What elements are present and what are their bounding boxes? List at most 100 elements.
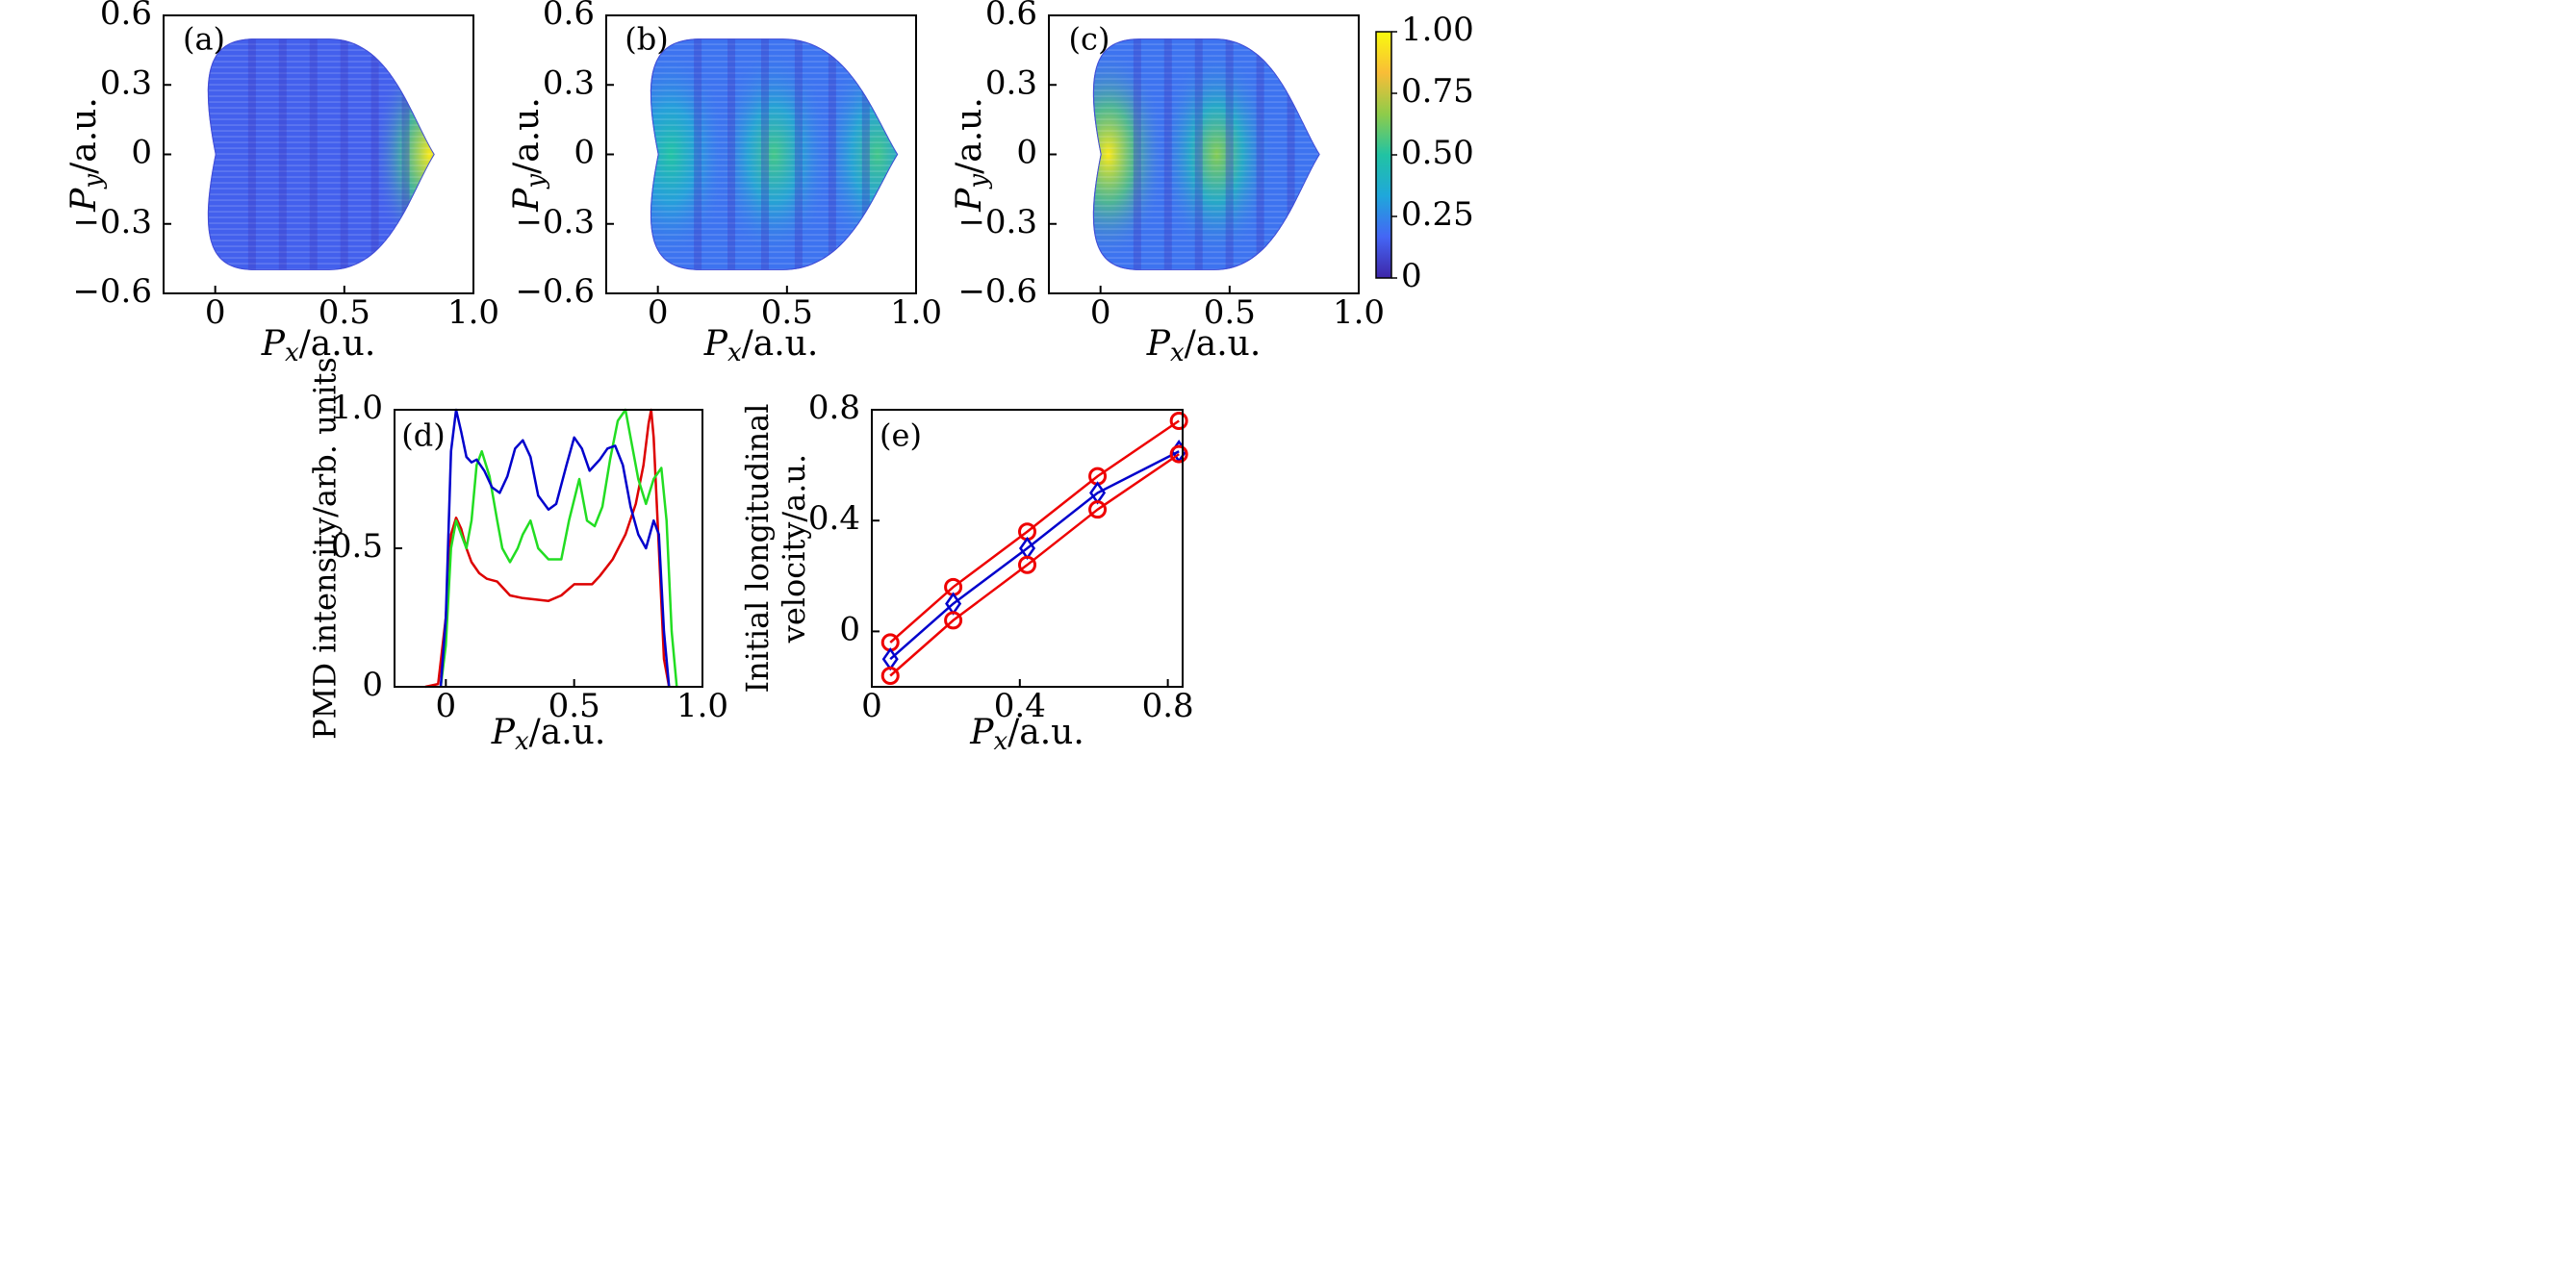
heatmap-band — [1256, 38, 1264, 270]
y-tick-label: 0.6 — [985, 0, 1037, 33]
x-tick-label: 0 — [205, 293, 226, 332]
heatmap-band — [370, 38, 379, 270]
y-axis-label: Py/a.u. — [507, 97, 550, 213]
y-tick-label: −0.6 — [515, 272, 595, 311]
y-axis-label: PMD intensity/arb. units — [307, 357, 344, 740]
heatmap-band — [828, 38, 836, 270]
heatmap-outline — [207, 38, 435, 270]
colorbar-tick-label: 0.75 — [1401, 72, 1474, 111]
heatmap-hotspot — [716, 48, 832, 261]
x-axis-label: Px/a.u. — [1146, 324, 1262, 367]
x-tick-label: 1.0 — [447, 293, 499, 332]
y-tick-label: −0.6 — [957, 272, 1037, 311]
heatmap-1 — [650, 38, 899, 270]
y-tick-label: 0.6 — [543, 0, 595, 33]
heatmap-hotspot — [371, 48, 435, 261]
heatmap-band — [760, 38, 769, 270]
y-tick-label: 0.3 — [100, 63, 152, 102]
series-line-1 — [889, 450, 1180, 661]
x-tick-label: 1.0 — [890, 293, 942, 332]
heatmap-outline — [650, 38, 899, 270]
y-axis-label: Py/a.u. — [950, 97, 993, 213]
y-tick-label: 0 — [839, 610, 860, 648]
x-tick-label: 0.5 — [1204, 293, 1256, 332]
colorbar-tick-label: 1.00 — [1401, 11, 1474, 49]
y-tick-label: −0.6 — [72, 272, 152, 311]
y-tick-label: 1.0 — [331, 389, 383, 427]
data-marker-circle — [1169, 412, 1188, 431]
y-tick-label: 0.3 — [543, 63, 595, 102]
heatmap-band — [401, 38, 410, 270]
x-tick-label: 0 — [1090, 293, 1111, 332]
x-tick-label: 0.5 — [548, 687, 600, 725]
y-tick-label: −0.3 — [957, 203, 1037, 241]
series-line-0 — [424, 408, 671, 689]
colorbar-tick-label: 0.25 — [1401, 195, 1474, 234]
y-tick-label: 0.4 — [808, 499, 860, 538]
colorbar — [1375, 31, 1392, 279]
y-tick-label: 0 — [362, 666, 383, 704]
plot-frame — [871, 409, 1184, 688]
y-tick-label: 0.5 — [331, 527, 383, 566]
x-tick-label: 0.5 — [761, 293, 813, 332]
colorbar-tick-label: 0 — [1401, 257, 1422, 295]
panel-label: (c) — [1069, 21, 1110, 58]
y-tick-label: 0 — [1016, 134, 1037, 172]
x-tick-label: 0.8 — [1142, 687, 1194, 725]
heatmap-band — [1163, 38, 1172, 270]
x-tick-label: 0 — [861, 687, 882, 725]
x-tick-label: 0 — [648, 293, 669, 332]
heatmap-0 — [207, 38, 435, 270]
data-marker-circle — [1088, 500, 1108, 519]
x-tick-label: 0.5 — [319, 293, 370, 332]
panel-label: (b) — [625, 21, 668, 58]
heatmap-band — [1194, 38, 1203, 270]
heatmap-band — [1225, 38, 1234, 270]
panel-label: (a) — [183, 21, 225, 58]
x-tick-label: 0 — [436, 687, 457, 725]
heatmap-band — [1133, 38, 1141, 270]
panel-label: (e) — [880, 417, 922, 454]
data-marker-circle — [1018, 555, 1036, 574]
heatmap-band — [694, 38, 702, 270]
heatmap-hotspot — [1092, 48, 1166, 261]
data-marker-circle — [880, 666, 900, 685]
y-tick-label: 0.6 — [100, 0, 152, 33]
x-axis-label: Px/a.u. — [261, 324, 376, 367]
x-axis-label: Px/a.u. — [969, 713, 1084, 756]
heatmap-hotspot — [1159, 48, 1275, 261]
heatmap-hotspot — [819, 48, 899, 261]
heatmap-band — [1287, 38, 1295, 270]
y-axis-label: Py/a.u. — [64, 97, 108, 213]
y-axis-label: Initial longitudinalvelocity/a.u. — [739, 404, 812, 694]
heatmap-background — [207, 38, 435, 270]
series-line-2 — [889, 453, 1180, 677]
x-tick-label: 0.4 — [994, 687, 1046, 725]
x-tick-label: 1.0 — [1333, 293, 1385, 332]
y-tick-label: 0.8 — [808, 389, 860, 427]
heatmap-band — [309, 38, 318, 270]
heatmap-outline — [1092, 38, 1320, 270]
heatmap-band — [861, 38, 870, 270]
heatmap-band — [247, 38, 256, 270]
y-tick-label: 0 — [574, 134, 595, 172]
heatmap-band — [794, 38, 803, 270]
data-marker-circle — [1169, 444, 1188, 464]
y-tick-label: −0.3 — [72, 203, 152, 241]
x-axis-label: Px/a.u. — [703, 324, 819, 367]
panel-label: (d) — [401, 417, 445, 454]
heatmap-2 — [1092, 38, 1320, 270]
x-tick-label: 1.0 — [676, 687, 728, 725]
heatmap-band — [727, 38, 736, 270]
series-line-2 — [439, 408, 671, 688]
colorbar-tick-label: 0.50 — [1401, 134, 1474, 172]
heatmap-band — [278, 38, 287, 270]
series-line-1 — [439, 408, 678, 688]
y-tick-label: −0.3 — [515, 203, 595, 241]
data-marker-circle — [944, 611, 963, 630]
heatmap-hotspot — [650, 48, 729, 261]
y-tick-label: 0 — [131, 134, 152, 172]
series-line-0 — [889, 419, 1180, 644]
y-tick-label: 0.3 — [985, 63, 1037, 102]
